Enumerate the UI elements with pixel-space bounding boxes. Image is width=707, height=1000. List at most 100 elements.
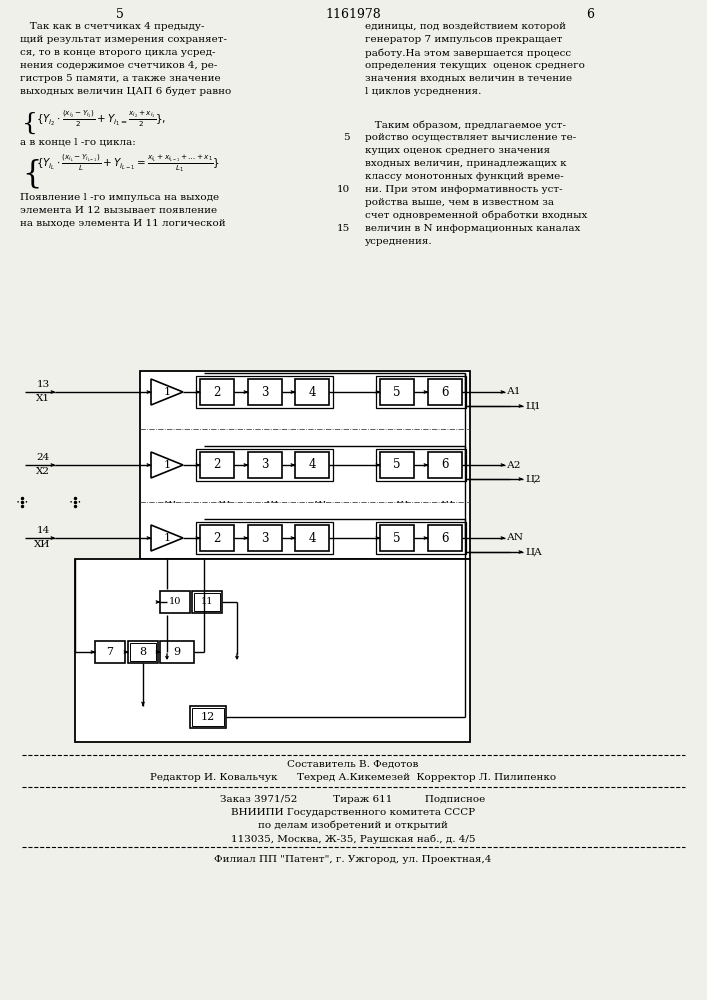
Text: определения текущих  оценок среднего: определения текущих оценок среднего bbox=[365, 61, 585, 70]
Text: 10: 10 bbox=[169, 597, 181, 606]
Text: 113035, Москва, Ж-35, Раушская наб., д. 4/5: 113035, Москва, Ж-35, Раушская наб., д. … bbox=[230, 834, 475, 844]
Text: 13: 13 bbox=[37, 380, 50, 389]
Bar bbox=[248, 525, 282, 551]
Text: 6: 6 bbox=[441, 385, 449, 398]
Bar bbox=[380, 379, 414, 405]
Bar bbox=[248, 452, 282, 478]
Text: {: { bbox=[22, 158, 42, 189]
Text: 3: 3 bbox=[262, 458, 269, 472]
Text: 1161978: 1161978 bbox=[325, 8, 381, 21]
Polygon shape bbox=[151, 452, 183, 478]
Text: 5: 5 bbox=[393, 385, 401, 398]
Text: 6: 6 bbox=[441, 532, 449, 544]
Bar bbox=[192, 708, 224, 726]
Text: 4: 4 bbox=[308, 385, 316, 398]
Bar bbox=[376, 449, 466, 481]
Bar bbox=[380, 525, 414, 551]
Text: 11: 11 bbox=[201, 597, 214, 606]
Text: ⋯: ⋯ bbox=[218, 495, 230, 508]
Text: 6: 6 bbox=[441, 458, 449, 472]
Text: Ц1: Ц1 bbox=[525, 401, 541, 410]
Text: а в конце l -го цикла:: а в конце l -го цикла: bbox=[20, 138, 136, 147]
Bar bbox=[192, 591, 222, 613]
Text: единицы, под воздействием которой: единицы, под воздействием которой bbox=[365, 22, 566, 31]
Bar bbox=[160, 591, 190, 613]
Bar bbox=[200, 379, 234, 405]
Text: на выходе элемента И 11 логической: на выходе элемента И 11 логической bbox=[20, 219, 226, 228]
Text: 4: 4 bbox=[308, 458, 316, 472]
Text: классу монотонных функций време-: классу монотонных функций време- bbox=[365, 172, 563, 181]
Text: Так как в счетчиках 4 предыду-: Так как в счетчиках 4 предыду- bbox=[20, 22, 204, 31]
Text: выходных величин ЦАП 6 будет равно: выходных величин ЦАП 6 будет равно bbox=[20, 87, 231, 97]
Text: работу.На этом завершается процесс: работу.На этом завершается процесс bbox=[365, 48, 571, 57]
Text: ⋯: ⋯ bbox=[69, 495, 81, 508]
Bar bbox=[295, 379, 329, 405]
Bar bbox=[75, 559, 470, 742]
Text: гистров 5 памяти, а также значение: гистров 5 памяти, а также значение bbox=[20, 74, 221, 83]
Text: 9: 9 bbox=[173, 647, 180, 657]
Text: ройства выше, чем в известном за: ройства выше, чем в известном за bbox=[365, 198, 554, 207]
Text: Ц2: Ц2 bbox=[525, 475, 541, 484]
Bar bbox=[194, 593, 220, 611]
Bar bbox=[128, 641, 158, 663]
Text: 5: 5 bbox=[393, 532, 401, 544]
Text: 24: 24 bbox=[37, 453, 50, 462]
Text: величин в N информационных каналах: величин в N информационных каналах bbox=[365, 224, 580, 233]
Bar bbox=[376, 522, 466, 554]
Text: 2: 2 bbox=[214, 458, 221, 472]
Bar bbox=[190, 706, 226, 728]
Text: ⋯: ⋯ bbox=[16, 495, 28, 508]
Bar bbox=[130, 643, 156, 661]
Text: элемента И 12 вызывает появление: элемента И 12 вызывает появление bbox=[20, 206, 217, 215]
Text: l циклов усреднения.: l циклов усреднения. bbox=[365, 87, 481, 96]
Text: 1: 1 bbox=[163, 460, 170, 470]
Bar bbox=[160, 641, 194, 663]
Bar bbox=[200, 525, 234, 551]
Polygon shape bbox=[151, 379, 183, 405]
Text: ХИ: ХИ bbox=[34, 540, 50, 549]
Bar bbox=[196, 522, 333, 554]
Bar bbox=[248, 379, 282, 405]
Text: 5: 5 bbox=[116, 8, 124, 21]
Text: ⋯: ⋯ bbox=[396, 495, 408, 508]
Text: 3: 3 bbox=[262, 532, 269, 544]
Bar bbox=[295, 525, 329, 551]
Bar bbox=[376, 376, 466, 408]
Bar bbox=[95, 641, 125, 663]
Text: $\{Y_{i_L} \cdot \frac{(x_{i_L}-Y_{i_{L-1}})}{L}+Y_{i_{L-1}}=\frac{x_{i_L}+x_{i_: $\{Y_{i_L} \cdot \frac{(x_{i_L}-Y_{i_{L-… bbox=[36, 152, 220, 174]
Text: ВНИИПИ Государственного комитета СССР: ВНИИПИ Государственного комитета СССР bbox=[231, 808, 475, 817]
Text: счет одновременной обработки входных: счет одновременной обработки входных bbox=[365, 211, 588, 221]
Text: ройство осуществляет вычисление те-: ройство осуществляет вычисление те- bbox=[365, 133, 576, 142]
Bar bbox=[428, 525, 462, 551]
Text: 1: 1 bbox=[163, 387, 170, 397]
Text: $\{Y_{i_2} \cdot \frac{(x_{i_2}-Y_{i_1})}{2}+Y_{i_1{=}}\frac{x_{i_2}+x_{i_1}}{2}: $\{Y_{i_2} \cdot \frac{(x_{i_2}-Y_{i_1})… bbox=[36, 108, 166, 129]
Text: АN: АN bbox=[507, 534, 524, 542]
Text: 4: 4 bbox=[308, 532, 316, 544]
Text: Таким образом, предлагаемое уст-: Таким образом, предлагаемое уст- bbox=[365, 120, 566, 129]
Text: ⋯: ⋯ bbox=[314, 495, 326, 508]
Text: 7: 7 bbox=[107, 647, 114, 657]
Text: значения входных величин в течение: значения входных величин в течение bbox=[365, 74, 572, 83]
Text: ЦА: ЦА bbox=[525, 548, 542, 556]
Text: Появление l -го импульса на выходе: Появление l -го импульса на выходе bbox=[20, 193, 219, 202]
Text: А1: А1 bbox=[507, 387, 522, 396]
Text: 3: 3 bbox=[262, 385, 269, 398]
Text: ся, то в конце второго цикла усред-: ся, то в конце второго цикла усред- bbox=[20, 48, 216, 57]
Text: 6: 6 bbox=[586, 8, 594, 21]
Text: щий результат измерения сохраняет-: щий результат измерения сохраняет- bbox=[20, 35, 227, 44]
Text: кущих оценок среднего значения: кущих оценок среднего значения bbox=[365, 146, 550, 155]
Text: {: { bbox=[22, 112, 38, 135]
Text: 2: 2 bbox=[214, 532, 221, 544]
Text: нения содержимое счетчиков 4, ре-: нения содержимое счетчиков 4, ре- bbox=[20, 61, 217, 70]
Bar bbox=[428, 452, 462, 478]
Bar bbox=[200, 452, 234, 478]
Text: А2: А2 bbox=[507, 460, 522, 470]
Text: Заказ 3971/52           Тираж 611          Подписное: Заказ 3971/52 Тираж 611 Подписное bbox=[221, 795, 486, 804]
Bar bbox=[196, 376, 333, 408]
Bar bbox=[428, 379, 462, 405]
Polygon shape bbox=[151, 525, 183, 551]
Text: 5: 5 bbox=[393, 458, 401, 472]
Text: X2: X2 bbox=[36, 467, 50, 476]
Text: 14: 14 bbox=[37, 526, 50, 535]
Text: Филиал ПП "Патент", г. Ужгород, ул. Проектная,4: Филиал ПП "Патент", г. Ужгород, ул. Прое… bbox=[214, 855, 491, 864]
